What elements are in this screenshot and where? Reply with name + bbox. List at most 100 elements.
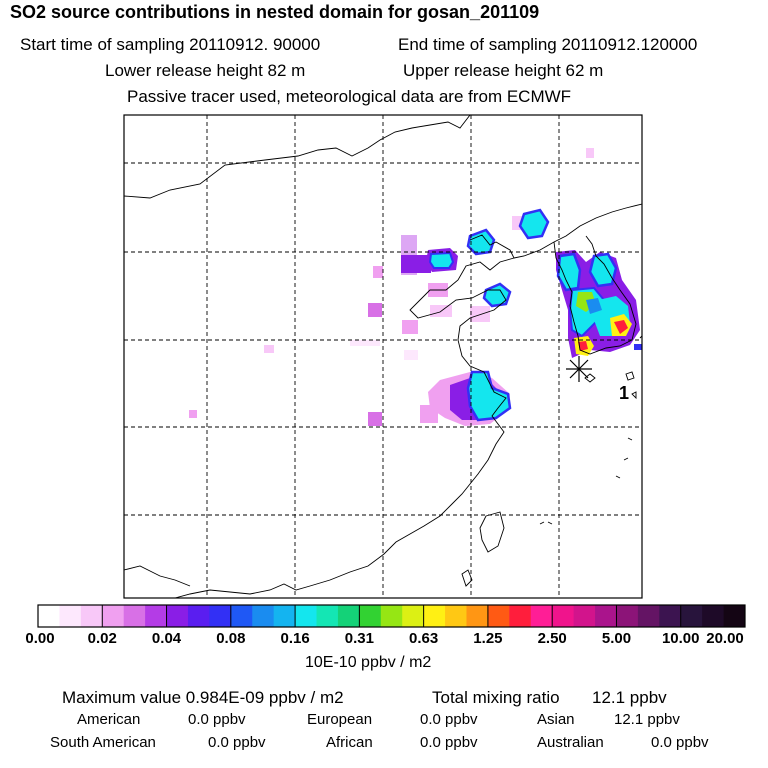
korea-coast: [553, 235, 637, 355]
colorbar-swatch: [230, 605, 253, 627]
colorbar-units: 10E-10 ppbv / m2: [305, 654, 432, 671]
receptor-marker-icon: [566, 356, 592, 382]
taiwan-coast: [479, 511, 505, 553]
source-patch: [614, 320, 628, 334]
australian-label: Australian: [537, 734, 604, 751]
colorbar-swatch: [423, 605, 446, 627]
colorbar-tick-label: 1.25: [473, 630, 503, 647]
lower-release-height: Lower release height 82 m: [105, 61, 306, 80]
source-patch: [428, 251, 455, 269]
source-patch: [264, 345, 274, 353]
map-title: SO2 source contributions in nested domai…: [10, 2, 540, 22]
colorbar-swatch: [702, 605, 725, 627]
colorbar-swatch: [380, 605, 403, 627]
source-patch: [420, 405, 438, 423]
colorbar-tick-label: 10.00: [661, 630, 700, 647]
colorbar-tick-label: 0.63: [409, 630, 439, 647]
source-patch: [578, 341, 588, 351]
total-mixing-value: 12.1 ppbv: [592, 688, 667, 707]
source-patch: [588, 252, 618, 288]
colorbar-tick-label: 0.04: [151, 630, 182, 647]
colorbar-swatch: [337, 605, 360, 627]
colorbar-swatch: [637, 605, 660, 627]
african-value: 0.0 ppbv: [420, 734, 478, 751]
colorbar-swatch: [723, 605, 746, 627]
receptor-label: 1: [619, 383, 630, 403]
coastlines: [124, 115, 642, 598]
colorbar-swatch: [552, 605, 575, 627]
hainan-coast: [461, 569, 473, 587]
colorbar-tick-label: 0.08: [216, 630, 246, 647]
colorbar-swatch: [59, 605, 82, 627]
graticule: [124, 115, 642, 598]
colorbar-tick-label: 0.16: [280, 630, 310, 647]
asian-value: 12.1 ppbv: [614, 711, 680, 728]
colorbar-swatch: [616, 605, 639, 627]
source-patch: [350, 340, 380, 346]
south-american-label: South American: [50, 734, 156, 751]
source-patch: [634, 344, 642, 350]
colorbar-tick-label: 0.02: [87, 630, 117, 647]
colorbar-swatch: [252, 605, 275, 627]
colorbar-tick-label: 20.00: [706, 630, 744, 647]
colorbar-tick-label: 2.50: [537, 630, 567, 647]
european-value: 0.0 ppbv: [420, 711, 478, 728]
island: [631, 391, 637, 400]
china-coast: [174, 234, 515, 598]
end-time-label: End time of sampling 20110912.120000: [398, 35, 698, 54]
source-patch: [401, 255, 431, 273]
colorbar: [37, 604, 746, 628]
start-time-label: Start time of sampling 20110912. 90000: [20, 35, 321, 54]
european-label: European: [307, 711, 373, 728]
colorbar-swatch: [316, 605, 339, 627]
colorbar-tick-label: 5.00: [601, 630, 632, 647]
source-patch: [470, 306, 490, 322]
colorbar-swatch: [509, 605, 532, 627]
source-patch: [368, 412, 382, 426]
asian-label: Asian: [537, 711, 575, 728]
upper-release-height: Upper release height 62 m: [403, 61, 604, 80]
tracer-info: Passive tracer used, meteorological data…: [127, 87, 572, 106]
source-patch: [482, 282, 512, 308]
colorbar-swatch: [38, 605, 60, 627]
source-patch: [404, 350, 418, 360]
australian-value: 0.0 ppbv: [651, 734, 709, 751]
china-mongolia-border: [124, 115, 471, 199]
source-patch: [512, 216, 522, 230]
source-patch: [189, 410, 197, 418]
max-value-label: Maximum value 0.984E-09 ppbv / m2: [62, 688, 344, 707]
colorbar-swatch: [295, 605, 318, 627]
south-american-value: 0.0 ppbv: [208, 734, 266, 751]
source-patch: [518, 208, 550, 240]
korea-china-border: [513, 203, 642, 259]
colorbar-swatch: [273, 605, 296, 627]
source-patch: [373, 266, 383, 278]
colorbar-swatch: [595, 605, 617, 627]
african-label: African: [326, 734, 373, 751]
colorbar-swatch: [102, 605, 125, 627]
colorbar-swatch: [445, 605, 467, 627]
map-frame: [123, 114, 643, 599]
american-value: 0.0 ppbv: [188, 711, 246, 728]
source-patch: [586, 298, 602, 314]
source-patch: [368, 303, 382, 317]
colorbar-swatch: [359, 605, 382, 627]
american-label: American: [77, 711, 141, 728]
colorbar-swatch: [166, 605, 189, 627]
jeju-island: [584, 373, 596, 383]
island: [625, 371, 635, 381]
colorbar-swatch: [402, 605, 425, 627]
colorbar-swatch: [573, 605, 596, 627]
colorbar-swatch: [187, 605, 210, 627]
colorbar-swatch: [466, 605, 489, 627]
source-patch: [586, 148, 594, 158]
colorbar-tick-label: 0.00: [25, 630, 55, 647]
vietnam-border: [124, 565, 191, 587]
colorbar-swatch: [123, 605, 146, 627]
colorbar-swatch: [530, 605, 553, 627]
colorbar-swatch: [659, 605, 682, 627]
total-mixing-label: Total mixing ratio: [432, 688, 560, 707]
ryukyu-islands: [539, 437, 633, 525]
colorbar-tick-label: 0.31: [344, 630, 374, 647]
